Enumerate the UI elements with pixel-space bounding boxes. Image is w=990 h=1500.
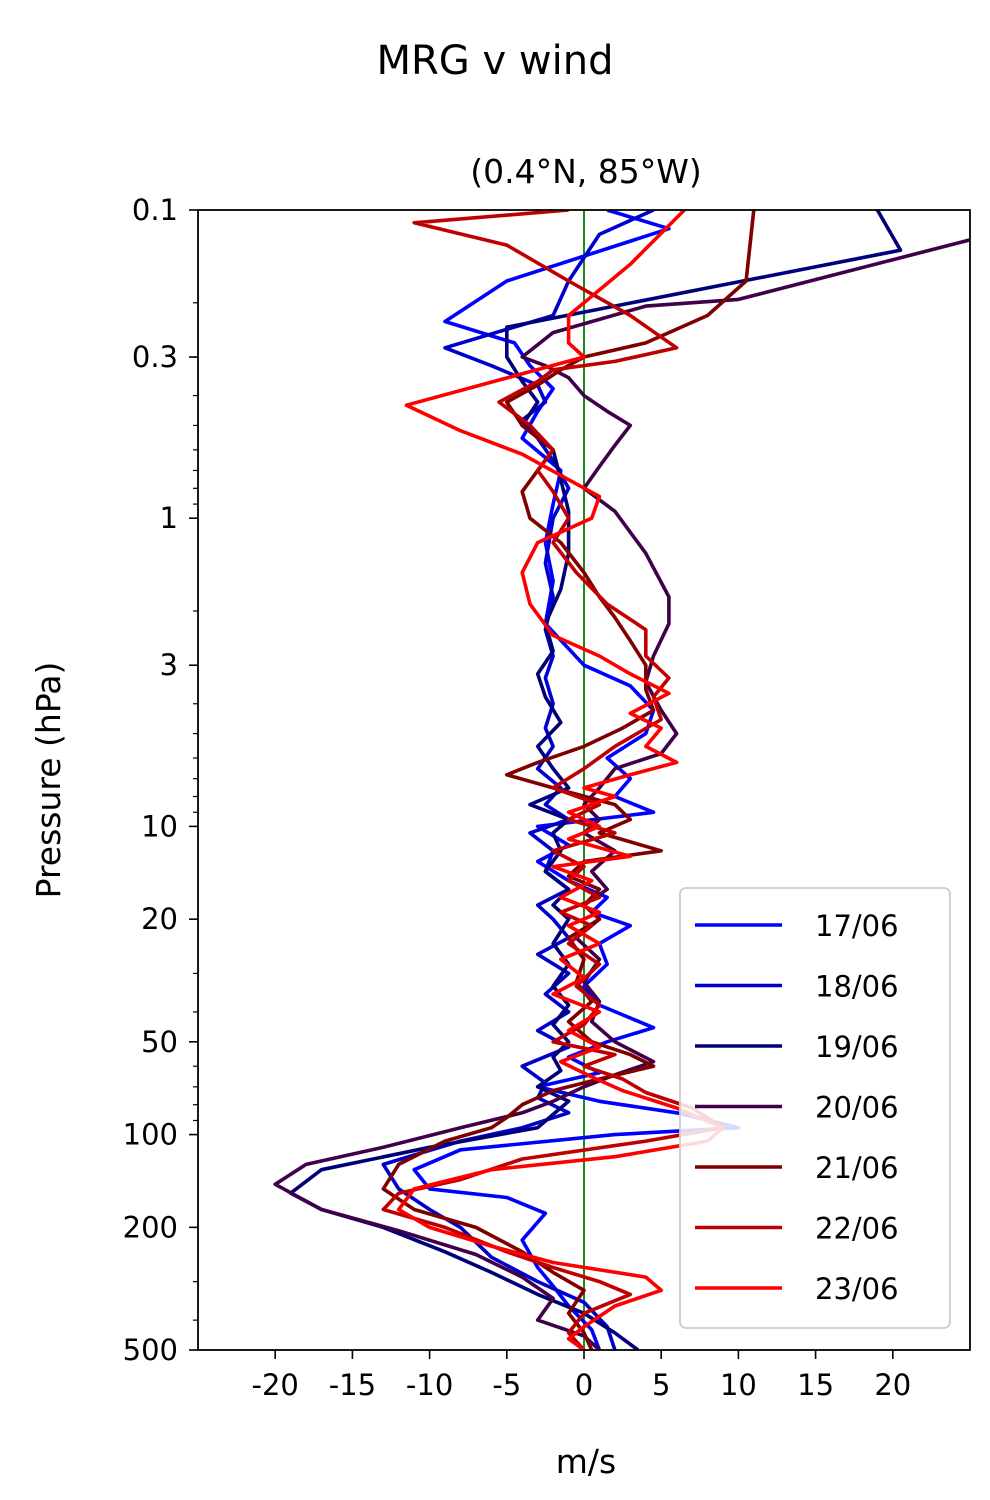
- y-tick-label: 3: [160, 648, 178, 682]
- y-tick-label: 500: [123, 1333, 178, 1367]
- y-tick-label: 50: [141, 1025, 178, 1059]
- legend: 17/06 18/06 19/06 20/06 21/06 22/06 23/06: [679, 887, 951, 1329]
- x-tick-label: -5: [492, 1368, 521, 1402]
- legend-box: [679, 887, 951, 1329]
- y-tick-label: 0.3: [132, 340, 178, 374]
- chart-subtitle: (0.4°N, 85°W): [470, 152, 702, 191]
- legend-label: 23/06: [815, 1272, 899, 1306]
- legend-label: 19/06: [815, 1030, 899, 1064]
- x-tick-label: 20: [874, 1368, 911, 1402]
- legend-label: 18/06: [815, 970, 899, 1004]
- series-layer: [273, 210, 970, 1350]
- legend-label: 21/06: [815, 1151, 899, 1185]
- axes: -20 -15 -10 -5 0 5 10 15 20 0.1 0.3 1 3 10 20 50 100 200 5…: [123, 193, 971, 1402]
- x-axis-label: m/s: [556, 1442, 616, 1481]
- y-tick-label: 100: [123, 1118, 178, 1152]
- y-tick-label: 1: [160, 501, 178, 535]
- series-line-23-06: [396, 210, 725, 1350]
- y-tick-label: 0.1: [132, 193, 178, 227]
- x-tick-label: -10: [406, 1368, 453, 1402]
- legend-label: 20/06: [815, 1091, 899, 1125]
- y-tick-label: 10: [141, 809, 178, 843]
- y-tick-label: 20: [141, 902, 178, 936]
- x-tick-label: 10: [720, 1368, 757, 1402]
- legend-label: 17/06: [815, 909, 899, 943]
- x-tick-label: 15: [797, 1368, 834, 1402]
- series-line-22-06: [381, 210, 725, 1350]
- legend-label: 22/06: [815, 1212, 899, 1246]
- y-axis-label: Pressure (hPa): [29, 662, 68, 899]
- x-tick-label: 5: [652, 1368, 670, 1402]
- chart-title: MRG v wind: [377, 38, 614, 84]
- x-tick-label: -20: [252, 1368, 299, 1402]
- y-tick-label: 200: [123, 1210, 178, 1244]
- x-tick-label: -15: [329, 1368, 376, 1402]
- series-line-19-06: [288, 210, 903, 1350]
- x-tick-label: 0: [575, 1368, 593, 1402]
